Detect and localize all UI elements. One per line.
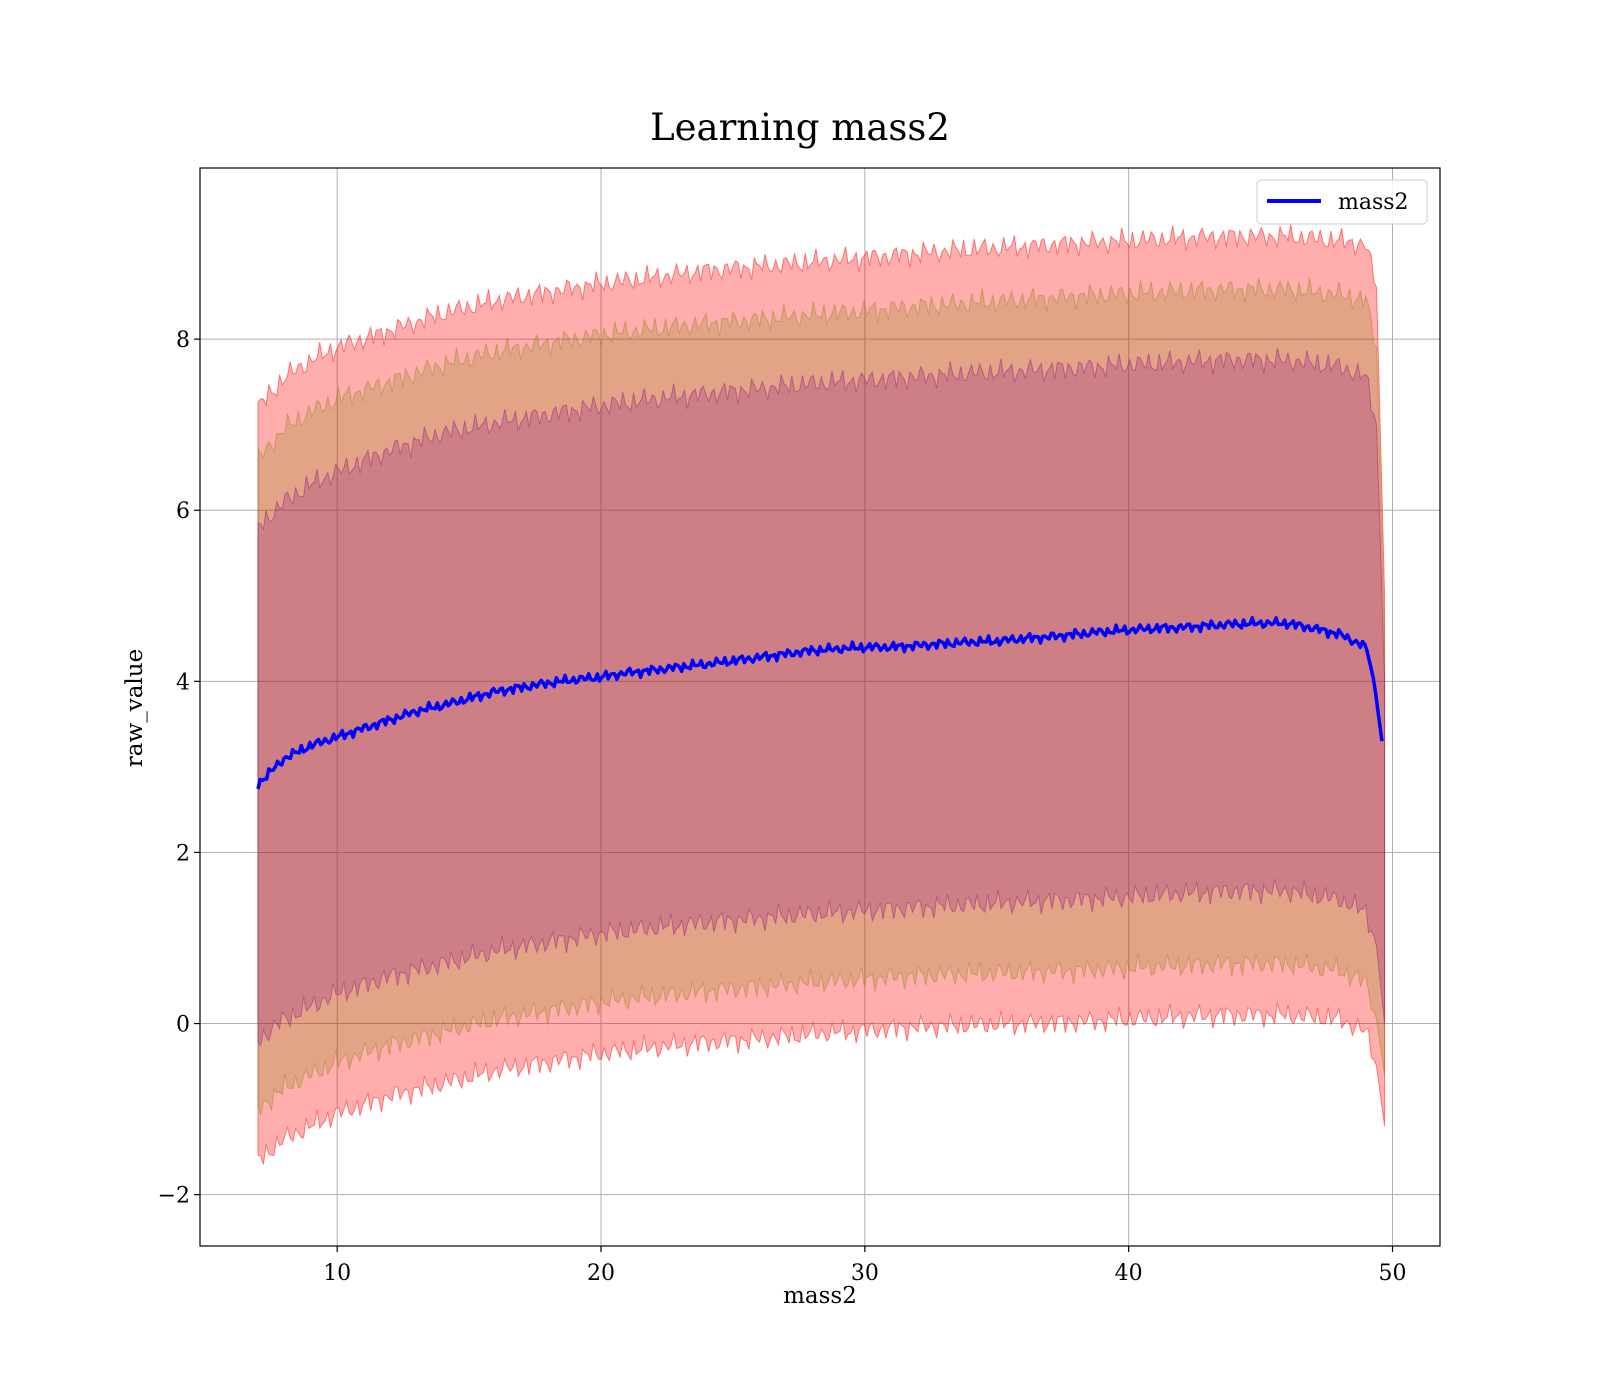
confidence-bands [257,223,1386,1165]
y-tick-label: 8 [176,328,190,353]
x-axis-title: mass2 [783,1283,857,1309]
legend-label-mass2: mass2 [1338,190,1409,215]
grid [200,168,1440,1246]
plot-area-frame [199,167,1441,1247]
y-tick-label: 0 [176,1013,190,1038]
chart-title: Learning mass2 [650,106,950,149]
x-tick-label: 30 [851,1261,879,1286]
x-tick-label: 20 [587,1261,615,1286]
y-tick-label: 4 [176,670,190,695]
y-tick-label: 6 [176,499,190,524]
y-axis-ticks: −2 0 2 4 6 8 [158,328,200,1209]
confidence-band-2 [257,277,1386,1115]
x-axis-ticks: 10 20 30 40 50 [323,1246,1407,1286]
series-line-mass2 [256,616,1384,790]
series-lines [256,616,1384,790]
x-tick-label: 10 [323,1261,351,1286]
confidence-band-3 [257,347,1386,1047]
y-axis-title: raw_value [122,649,148,767]
x-tick-label: 50 [1379,1261,1407,1286]
x-tick-label: 40 [1115,1261,1143,1286]
legend: mass2 [1256,179,1428,225]
y-tick-label: 2 [176,841,190,866]
confidence-band-1 [257,223,1386,1165]
y-tick-label: −2 [158,1184,190,1209]
legend-box [1256,179,1428,225]
